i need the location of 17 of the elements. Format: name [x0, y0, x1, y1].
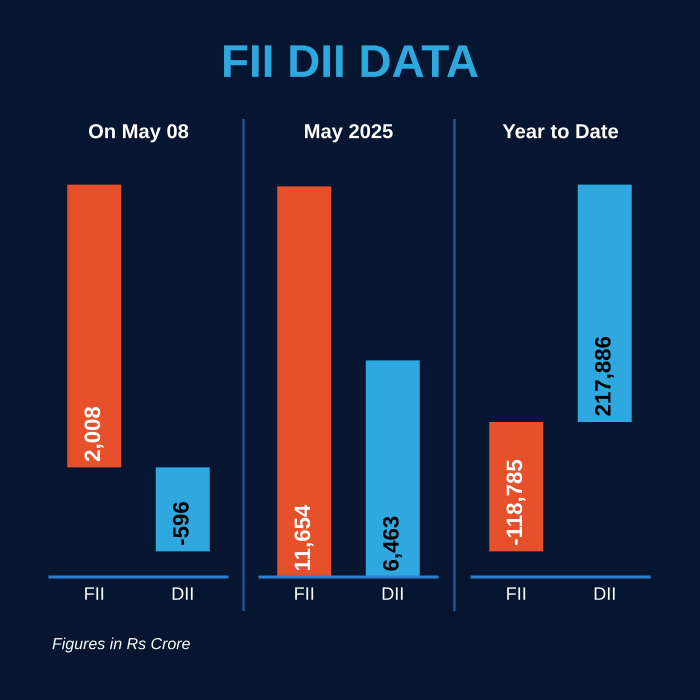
data-label: 11,654: [294, 504, 314, 570]
data-label: -118,785: [506, 460, 526, 545]
chart-title: On May 08: [88, 124, 188, 142]
data-label: -596: [172, 502, 189, 545]
chart-title: May 2025: [305, 124, 393, 142]
data-label: 217,886: [594, 336, 614, 416]
x-tick-label: FII: [295, 587, 314, 600]
data-label: 2,008: [84, 406, 104, 462]
chart-title: Year to Date: [502, 124, 618, 138]
x-tick-label: DII: [382, 587, 403, 600]
text: Figures in Rs Crore: [52, 638, 190, 652]
data-label: 6,463: [382, 516, 402, 571]
text: FII DII DATA: [224, 45, 478, 77]
x-tick-label: FII: [85, 587, 104, 600]
x-tick-label: DII: [594, 587, 615, 600]
x-tick-label: FII: [507, 587, 526, 600]
x-tick-label: DII: [172, 587, 193, 600]
